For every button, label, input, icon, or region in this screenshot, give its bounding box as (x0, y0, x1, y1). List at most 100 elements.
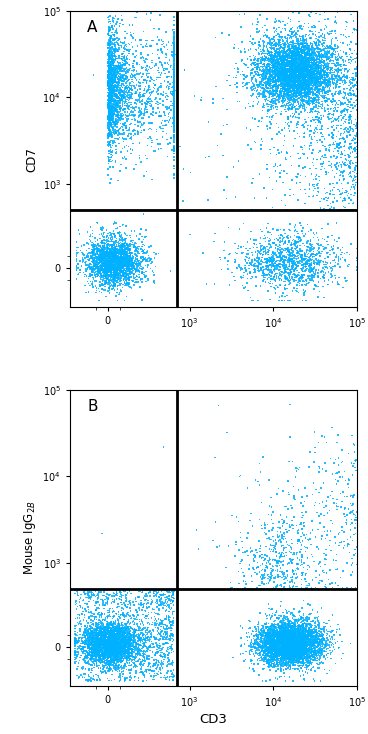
Point (301, 117, 307, 129)
Point (300, 622, 306, 634)
Point (307, 258, 313, 270)
Point (304, 528, 309, 540)
Point (312, 124, 318, 136)
Point (95, 640, 100, 652)
Point (112, 642, 117, 653)
Point (222, 236, 228, 248)
Point (227, 577, 233, 589)
Point (353, 528, 358, 539)
Point (286, 41, 291, 53)
Point (287, 632, 293, 644)
Point (107, 261, 113, 272)
Point (304, 649, 310, 661)
Point (301, 34, 307, 46)
Point (269, 629, 275, 641)
Point (116, 645, 122, 657)
Point (273, 645, 279, 657)
Point (277, 647, 283, 658)
Point (279, 640, 284, 652)
Point (276, 628, 282, 639)
Point (86, 640, 92, 652)
Point (131, 657, 137, 669)
Point (309, 658, 315, 670)
Point (272, 75, 278, 87)
Point (279, 628, 285, 640)
Point (101, 627, 107, 639)
Point (112, 269, 118, 281)
Point (132, 103, 138, 115)
Point (113, 255, 119, 267)
Point (267, 645, 273, 657)
Point (102, 651, 108, 663)
Point (308, 54, 314, 65)
Point (100, 620, 106, 632)
Point (309, 62, 315, 74)
Point (111, 59, 117, 70)
Point (303, 638, 309, 650)
Point (277, 66, 283, 78)
Point (291, 49, 297, 61)
Point (309, 269, 315, 281)
Point (108, 69, 114, 81)
Point (95, 246, 101, 258)
Point (259, 675, 265, 687)
Point (134, 606, 140, 617)
Point (284, 633, 290, 644)
Point (107, 73, 113, 84)
Point (171, 37, 177, 48)
Point (97, 640, 103, 652)
Point (109, 643, 115, 655)
Point (289, 622, 295, 633)
Point (132, 104, 138, 116)
Point (314, 123, 320, 135)
Point (284, 637, 290, 649)
Point (128, 622, 134, 633)
Point (77, 655, 82, 666)
Point (316, 115, 322, 127)
Point (280, 97, 286, 109)
Point (84, 628, 90, 640)
Point (229, 583, 234, 595)
Point (99, 649, 105, 661)
Point (147, 95, 153, 107)
Point (109, 635, 115, 647)
Point (268, 645, 273, 657)
Point (337, 85, 343, 97)
Point (138, 77, 144, 89)
Point (268, 70, 273, 81)
Point (267, 636, 273, 647)
Point (321, 59, 327, 71)
Point (272, 632, 277, 644)
Point (311, 92, 317, 103)
Point (302, 644, 308, 655)
Point (303, 71, 309, 83)
Point (122, 257, 128, 269)
Point (322, 81, 328, 92)
Point (111, 80, 117, 92)
Point (140, 599, 146, 611)
Point (102, 646, 108, 658)
Point (291, 653, 297, 665)
Point (103, 636, 109, 648)
Point (93, 600, 99, 611)
Point (142, 595, 148, 606)
Point (169, 46, 175, 58)
Point (108, 623, 114, 635)
Point (259, 47, 265, 59)
Point (106, 81, 112, 93)
Point (263, 645, 269, 657)
Point (348, 490, 354, 501)
Point (134, 253, 140, 265)
Point (293, 647, 298, 658)
Point (108, 29, 114, 41)
Point (81, 627, 87, 639)
Point (302, 647, 308, 658)
Point (337, 45, 343, 57)
Point (93, 627, 99, 639)
Point (124, 279, 130, 291)
Point (106, 622, 112, 633)
Point (106, 10, 112, 22)
Point (110, 246, 116, 258)
Point (148, 664, 153, 675)
Point (107, 65, 113, 77)
